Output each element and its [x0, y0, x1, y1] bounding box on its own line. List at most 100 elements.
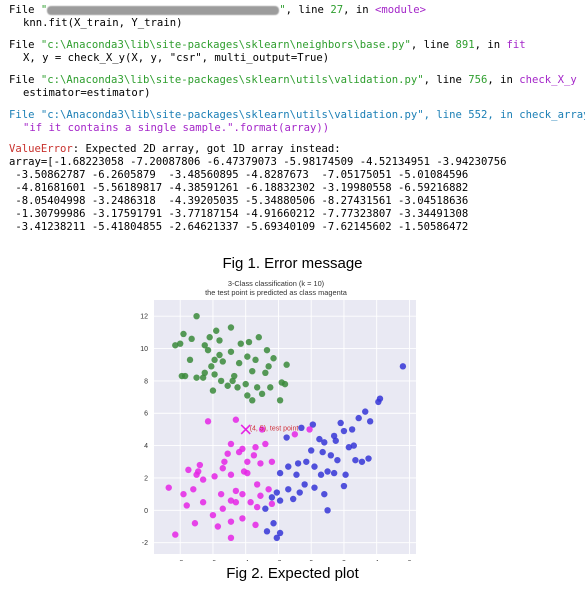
- data-point: [191, 520, 199, 527]
- test-point-cross: [240, 424, 251, 435]
- line-label: , line: [423, 109, 469, 121]
- data-point: [190, 486, 197, 493]
- data-point: [188, 335, 195, 343]
- data-point: [342, 471, 349, 478]
- chart-title: 3-Class classification (k = 10): [228, 279, 324, 288]
- data-point: [199, 499, 207, 506]
- data-point: [376, 395, 384, 402]
- x-tick-label: 0: [309, 560, 313, 561]
- file-quote: ": [40, 39, 48, 51]
- file-keyword: File: [9, 74, 41, 86]
- data-point: [345, 444, 353, 451]
- data-point: [224, 450, 231, 457]
- data-point: [213, 327, 220, 334]
- in-label: , in: [487, 109, 520, 121]
- data-point: [255, 334, 262, 341]
- data-point: [263, 346, 271, 354]
- traceback: File " ", line 27, in <module> knn.fit(X_…: [9, 4, 585, 234]
- data-point: [270, 355, 277, 362]
- data-point: [252, 444, 259, 451]
- traceback-file-line: File "c:\Anaconda3\lib\site-packages\skl…: [9, 39, 579, 52]
- figure-caption-1: Fig 1. Error message: [222, 255, 363, 272]
- y-tick-label: 10: [140, 346, 148, 353]
- y-tick-label: 2: [144, 475, 148, 482]
- data-point: [201, 342, 208, 349]
- data-point: [365, 455, 372, 462]
- data-point: [281, 380, 289, 388]
- data-point: [321, 490, 328, 498]
- data-point: [199, 374, 207, 381]
- data-point: [296, 489, 303, 496]
- data-points: [165, 312, 407, 542]
- data-point: [208, 363, 215, 370]
- data-point: [204, 346, 212, 354]
- y-tick-label: 12: [140, 314, 148, 321]
- data-point: [253, 503, 261, 511]
- data-point: [232, 487, 240, 495]
- traceback-file-line: File "c:\Anaconda3\lib\site-packages\skl…: [9, 74, 579, 87]
- line-number: 891: [455, 39, 475, 51]
- data-point: [245, 338, 253, 346]
- data-point: [327, 452, 335, 459]
- data-point: [267, 384, 274, 391]
- data-point: [229, 377, 236, 385]
- axis-ticks: -8 -6 -4 -2 0 2 4 6 -2 0 2 4 6 8 10 12: [140, 314, 411, 561]
- data-point: [209, 511, 217, 519]
- data-point: [219, 465, 226, 472]
- data-point: [227, 348, 235, 355]
- array-line: -3.50862787 -6.2605879 -3.48560895 -4.82…: [9, 169, 469, 181]
- data-point: [276, 397, 284, 404]
- data-point: [285, 463, 292, 470]
- array-line: array=[-1.68223058 -7.20087806 -6.473790…: [9, 156, 507, 168]
- data-point: [289, 495, 297, 503]
- data-point: [177, 340, 184, 347]
- y-tick-label: 8: [144, 378, 148, 385]
- data-point: [303, 458, 310, 465]
- data-point: [227, 324, 235, 331]
- data-point: [268, 458, 276, 465]
- data-point: [172, 342, 179, 349]
- function-name: check_array: [519, 109, 585, 121]
- data-point: [247, 499, 254, 506]
- data-point: [237, 340, 244, 347]
- data-point: [258, 426, 266, 433]
- data-point: [270, 520, 277, 527]
- data-point: [214, 523, 222, 530]
- data-point: [332, 437, 339, 444]
- data-point: [183, 502, 190, 509]
- test-point: (4, 5), test point: [240, 424, 298, 435]
- data-point: [244, 353, 251, 360]
- data-point: [217, 377, 225, 385]
- data-point: [262, 440, 269, 448]
- y-tick-label: 6: [144, 411, 148, 418]
- data-point: [235, 359, 243, 367]
- data-point: [263, 528, 271, 535]
- x-tick-label: -8: [177, 560, 183, 561]
- data-point: [232, 416, 240, 423]
- data-point: [358, 458, 366, 465]
- scatter-plot: 3-Class classification (k = 10) the test…: [140, 279, 416, 561]
- data-point: [250, 452, 258, 459]
- data-point: [350, 442, 357, 449]
- file-path: c:\Anaconda3\lib\site-packages\sklearn\u…: [47, 74, 418, 86]
- line-number: 27: [330, 4, 344, 16]
- in-label: , in: [474, 39, 507, 51]
- file-quote: ": [404, 39, 411, 51]
- data-point: [180, 490, 187, 498]
- y-tick-label: 4: [144, 443, 148, 450]
- data-point: [227, 471, 235, 478]
- data-point: [399, 363, 407, 370]
- data-point: [219, 505, 226, 512]
- plot-background: [154, 300, 416, 554]
- data-point: [227, 534, 235, 542]
- data-point: [316, 435, 323, 443]
- chart-subtitle: the test point is predicted as class mag…: [205, 288, 348, 297]
- data-point: [199, 476, 207, 483]
- line-number: 552: [468, 109, 488, 121]
- data-point: [366, 418, 374, 425]
- file-keyword: File: [9, 39, 41, 51]
- data-point: [330, 432, 338, 440]
- data-point: [195, 468, 202, 475]
- x-tick-label: 6: [407, 560, 411, 561]
- data-point: [209, 387, 217, 394]
